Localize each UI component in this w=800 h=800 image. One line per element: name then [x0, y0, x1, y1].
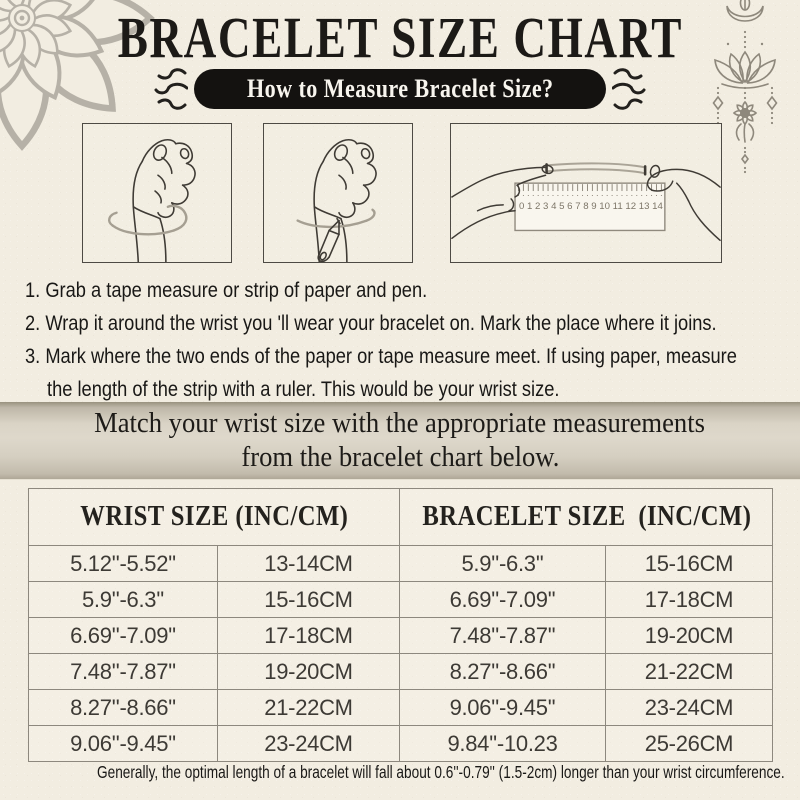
wrist-size-header: WRIST SIZE (INC/CM) [28, 488, 400, 546]
lotus-ornament-icon [712, 0, 778, 174]
table-row: 9.06''-9.45'' 23-24CM 9.84''-10.23 25-26… [28, 725, 773, 762]
cell-wrist-cm: 13-14CM [217, 545, 400, 582]
match-size-banner: Match your wrist size with the appropria… [0, 402, 800, 480]
table-row: 6.69''-7.09'' 17-18CM 7.48''-7.87'' 19-2… [28, 617, 773, 654]
table-header-row: WRIST SIZE (INC/CM) BRACELET SIZE (INC/C… [28, 488, 773, 546]
footnote-text: Generally, the optimal length of a brace… [96, 762, 785, 782]
banner-line-1: Match your wrist size with the appropria… [94, 408, 706, 439]
cell-bracelet-cm: 17-18CM [605, 581, 773, 618]
footnote-row: Generally, the optimal length of a brace… [0, 760, 800, 786]
instructions-list: 1. Grab a tape measure or strip of paper… [25, 274, 800, 406]
bracelet-size-header-label: BRACELET SIZE (INC/CM) [422, 501, 752, 532]
how-to-measure-badge: How to Measure Bracelet Size? [193, 69, 607, 109]
instruction-step-3-continued: the length of the strip with a ruler. Th… [47, 373, 800, 406]
banner-line-2: from the bracelet chart below. [240, 442, 560, 473]
cell-wrist-cm: 23-24CM [217, 725, 400, 762]
cell-bracelet-in: 6.69''-7.09'' [399, 581, 606, 618]
page-title: BRACELET SIZE CHART [117, 5, 683, 70]
bracelet-size-header: BRACELET SIZE (INC/CM) [399, 488, 773, 546]
cell-bracelet-in: 8.27''-8.66'' [399, 653, 606, 690]
cell-bracelet-cm: 21-22CM [605, 653, 773, 690]
cell-bracelet-in: 5.9''-6.3'' [399, 545, 606, 582]
table-row: 8.27''-8.66'' 21-22CM 9.06''-9.45'' 23-2… [28, 689, 773, 726]
cell-wrist-cm: 17-18CM [217, 617, 400, 654]
title-row: BRACELET SIZE CHART [0, 4, 800, 71]
cell-wrist-in: 8.27''-8.66'' [28, 689, 218, 726]
cell-bracelet-in: 9.84''-10.23 [399, 725, 606, 762]
table-row: 5.12''-5.52'' 13-14CM 5.9''-6.3'' 15-16C… [28, 545, 773, 582]
ruler-numbers: 0 1 2 3 4 5 6 7 8 9 10 11 12 13 14 [519, 201, 663, 211]
figure-ruler-measure: 0 1 2 3 4 5 6 7 8 9 10 11 12 13 14 [450, 123, 722, 263]
table-row: 7.48''-7.87'' 19-20CM 8.27''-8.66'' 21-2… [28, 653, 773, 690]
instruction-text: 3. Mark where the two ends of the paper … [25, 345, 737, 368]
mandala-flower-icon [0, 0, 172, 168]
figure-mark-pen [263, 123, 413, 263]
instruction-text: the length of the strip with a ruler. Th… [47, 378, 560, 401]
cell-wrist-in: 9.06''-9.45'' [28, 725, 218, 762]
hands-with-ruler-icon: 0 1 2 3 4 5 6 7 8 9 10 11 12 13 14 [451, 162, 721, 242]
flourish-left-icon [154, 68, 188, 110]
cell-bracelet-cm: 23-24CM [605, 689, 773, 726]
cell-wrist-in: 5.12''-5.52'' [28, 545, 218, 582]
figure-wrap-tape [82, 123, 232, 263]
cell-wrist-cm: 21-22CM [217, 689, 400, 726]
cell-bracelet-cm: 15-16CM [605, 545, 773, 582]
badge-row: How to Measure Bracelet Size? [0, 66, 800, 112]
measurement-illustrations: 0 1 2 3 4 5 6 7 8 9 10 11 12 13 14 [0, 123, 800, 263]
cell-bracelet-in: 9.06''-9.45'' [399, 689, 606, 726]
cell-wrist-in: 7.48''-7.87'' [28, 653, 218, 690]
cell-bracelet-cm: 25-26CM [605, 725, 773, 762]
hand-with-tape-icon [108, 138, 196, 262]
instruction-text: 1. Grab a tape measure or strip of paper… [25, 279, 428, 302]
instruction-text: 2. Wrap it around the wrist you 'll wear… [25, 312, 717, 335]
cell-wrist-cm: 15-16CM [217, 581, 400, 618]
instruction-step-3: 3. Mark where the two ends of the paper … [25, 340, 800, 373]
cell-bracelet-cm: 19-20CM [605, 617, 773, 654]
cell-bracelet-in: 7.48''-7.87'' [399, 617, 606, 654]
cell-wrist-in: 6.69''-7.09'' [28, 617, 218, 654]
wrist-size-header-label: WRIST SIZE (INC/CM) [79, 501, 349, 532]
table-row: 5.9''-6.3'' 15-16CM 6.69''-7.09'' 17-18C… [28, 581, 773, 618]
flourish-right-icon [612, 68, 646, 110]
cell-wrist-cm: 19-20CM [217, 653, 400, 690]
size-table: WRIST SIZE (INC/CM) BRACELET SIZE (INC/C… [28, 488, 773, 762]
instruction-step-2: 2. Wrap it around the wrist you 'll wear… [25, 307, 800, 340]
hand-with-pen-icon [296, 138, 377, 262]
instruction-step-1: 1. Grab a tape measure or strip of paper… [25, 274, 800, 307]
cell-wrist-in: 5.9''-6.3'' [28, 581, 218, 618]
badge-label: How to Measure Bracelet Size? [246, 74, 554, 103]
